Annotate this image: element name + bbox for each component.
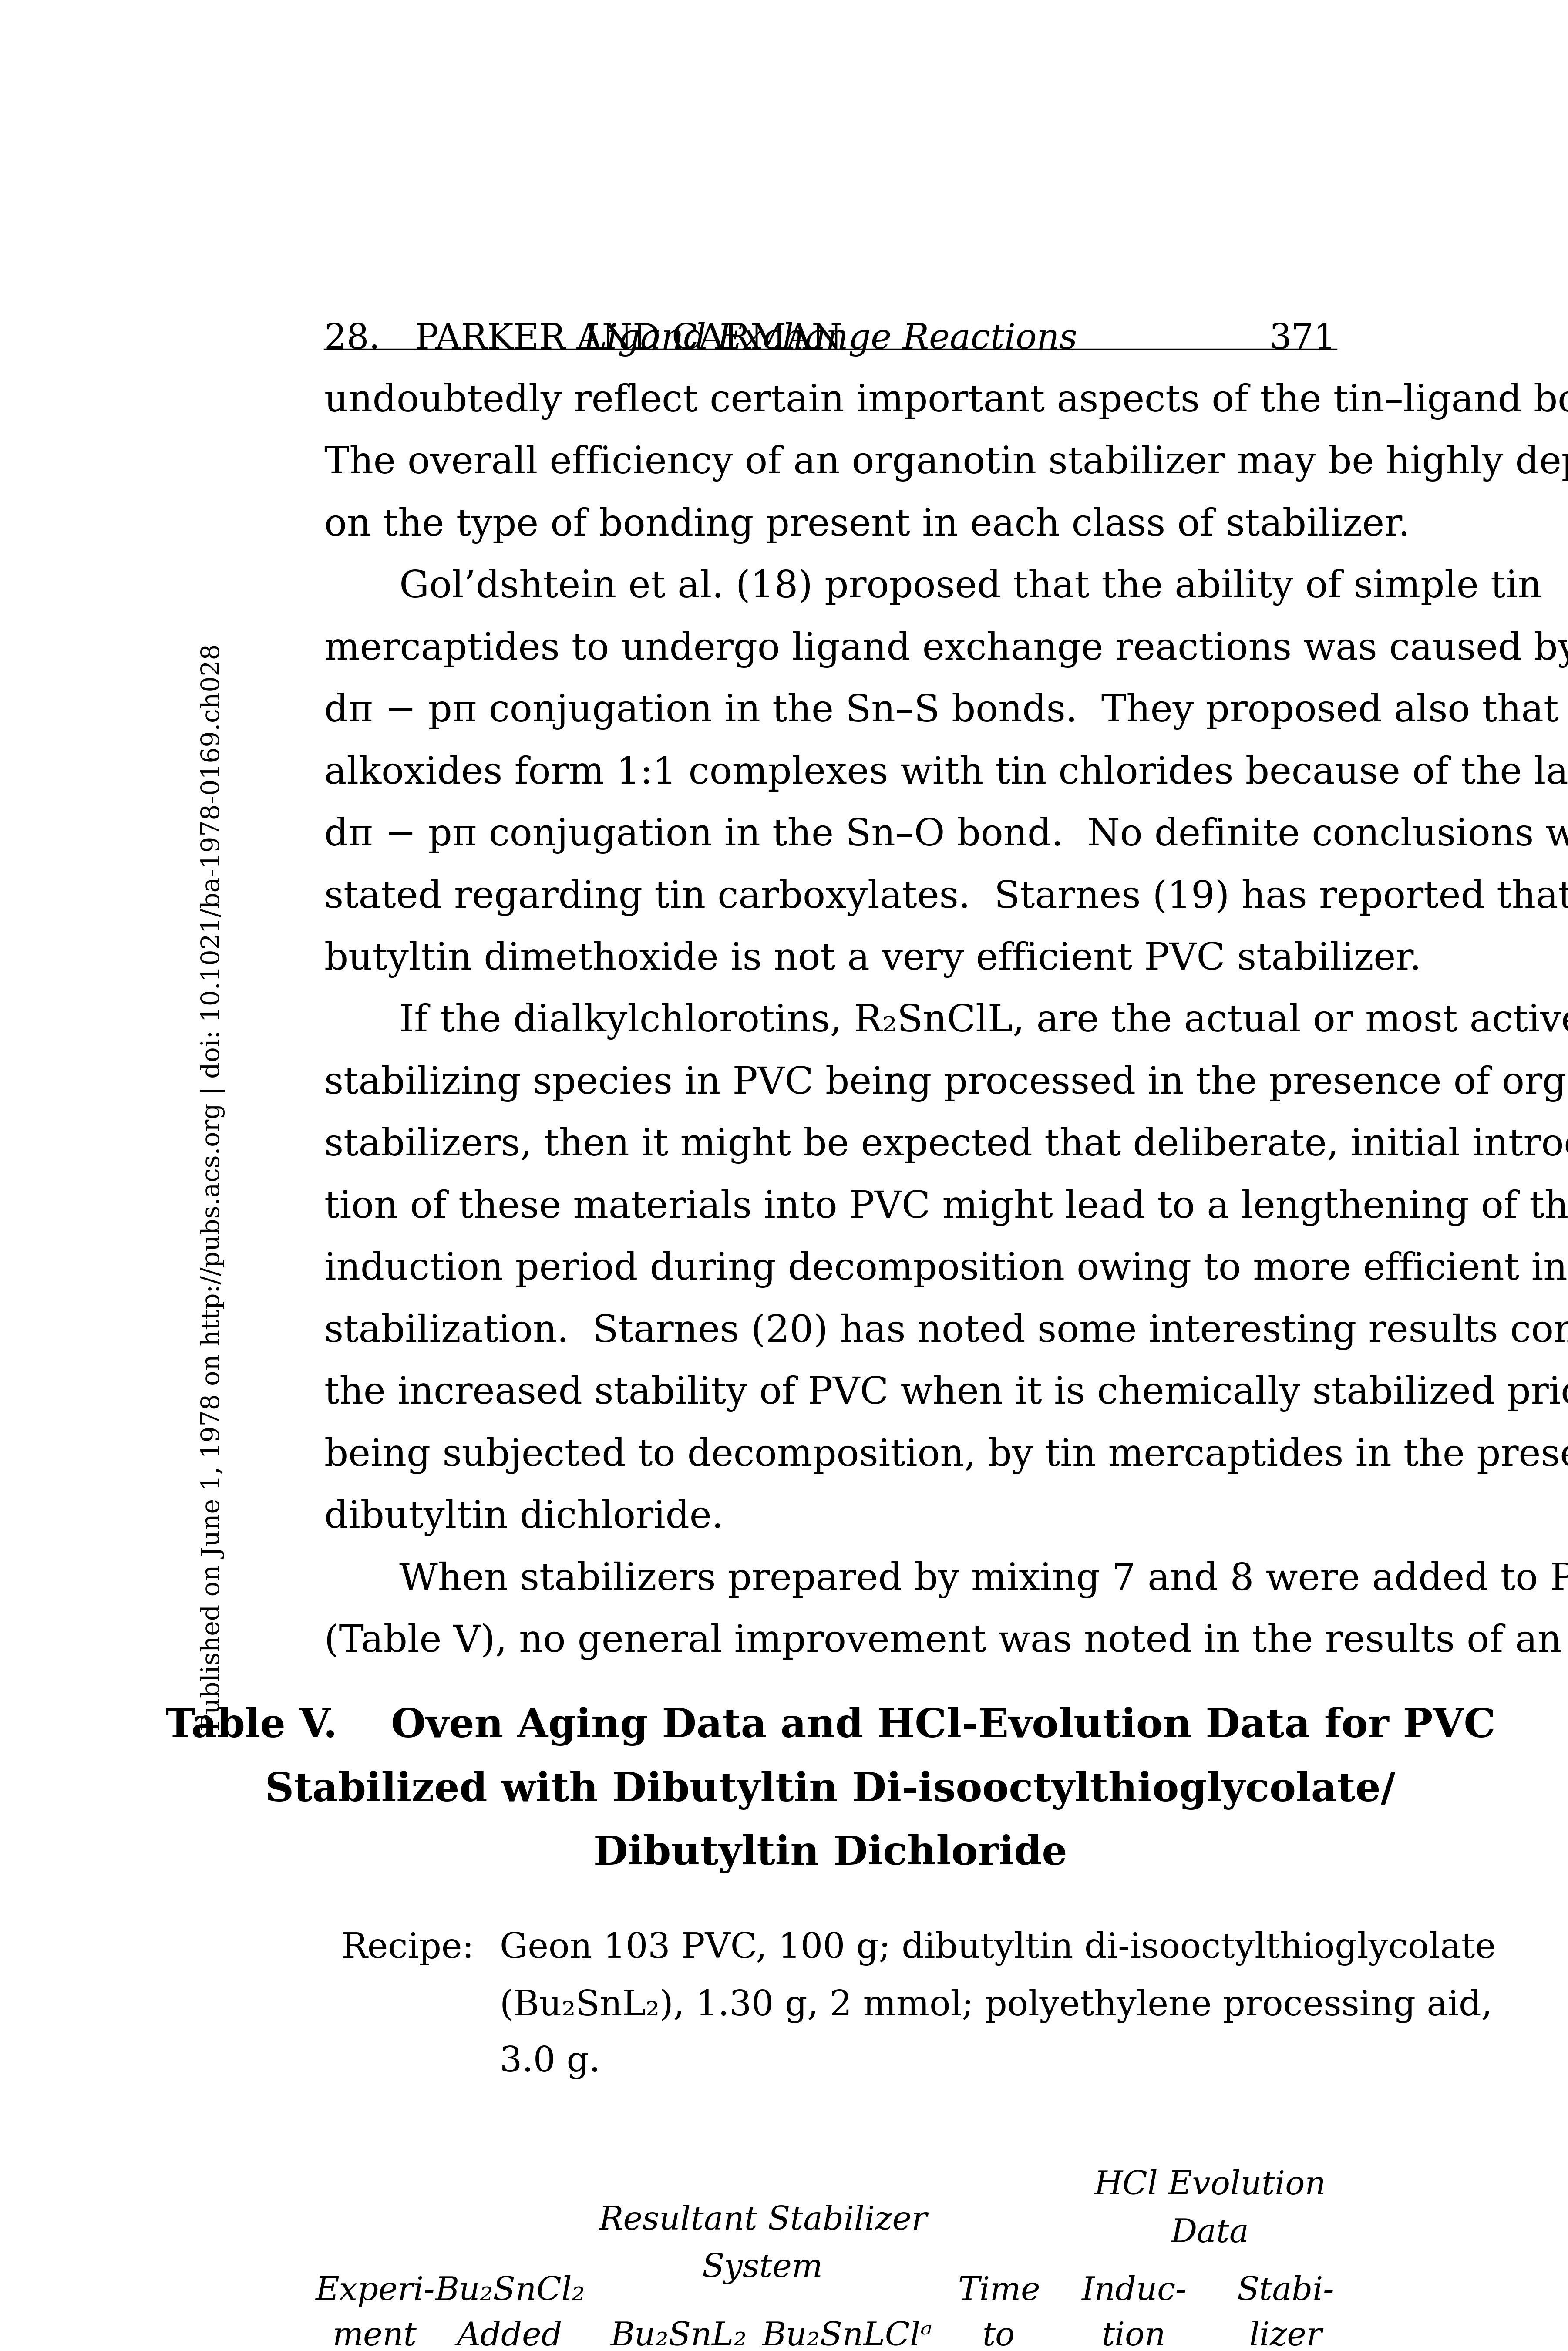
Text: 3.0 g.: 3.0 g. [500, 2045, 601, 2078]
Text: stabilization.  Starnes (20) has noted some interesting results concerning: stabilization. Starnes (20) has noted so… [325, 1312, 1568, 1349]
Text: 371: 371 [1270, 322, 1336, 357]
Text: Recipe:: Recipe: [342, 1933, 474, 1965]
Text: being subjected to decomposition, by tin mercaptides in the presence of: being subjected to decomposition, by tin… [325, 1436, 1568, 1474]
Text: tion: tion [1102, 2320, 1167, 2351]
Text: (Table V), no general improvement was noted in the results of an oven: (Table V), no general improvement was no… [325, 1622, 1568, 1660]
Text: dπ − pπ conjugation in the Sn–O bond.  No definite conclusions were: dπ − pπ conjugation in the Sn–O bond. No… [325, 816, 1568, 853]
Text: Data: Data [1171, 2217, 1250, 2250]
Text: alkoxides form 1:1 complexes with tin chlorides because of the lack of: alkoxides form 1:1 complexes with tin ch… [325, 755, 1568, 792]
Text: Published on June 1, 1978 on http://pubs.acs.org | doi: 10.1021/ba-1978-0169.ch0: Published on June 1, 1978 on http://pubs… [201, 644, 226, 1730]
Text: Stabilized with Dibutyltin Di-isooctylthioglycolate/: Stabilized with Dibutyltin Di-isooctylth… [265, 1770, 1396, 1810]
Text: induction period during decomposition owing to more efficient initial: induction period during decomposition ow… [325, 1251, 1568, 1288]
Text: undoubtedly reflect certain important aspects of the tin–ligand bonding.: undoubtedly reflect certain important as… [325, 383, 1568, 421]
Text: If the dialkylchlorotins, R₂SnClL, are the actual or most active: If the dialkylchlorotins, R₂SnClL, are t… [325, 1004, 1568, 1039]
Text: The overall efficiency of an organotin stabilizer may be highly dependent: The overall efficiency of an organotin s… [325, 444, 1568, 482]
Text: Induc-: Induc- [1082, 2276, 1187, 2306]
Text: on the type of bonding present in each class of stabilizer.: on the type of bonding present in each c… [325, 508, 1410, 543]
Text: mercaptides to undergo ligand exchange reactions was caused by: mercaptides to undergo ligand exchange r… [325, 630, 1568, 668]
Text: Time: Time [958, 2276, 1040, 2306]
Text: System: System [702, 2252, 823, 2285]
Text: the increased stability of PVC when it is chemically stabilized prior to: the increased stability of PVC when it i… [325, 1375, 1568, 1413]
Text: tion of these materials into PVC might lead to a lengthening of the: tion of these materials into PVC might l… [325, 1190, 1568, 1225]
Text: Gol’dshtein et al. (18) proposed that the ability of simple tin: Gol’dshtein et al. (18) proposed that th… [325, 569, 1541, 607]
Text: Resultant Stabilizer: Resultant Stabilizer [599, 2205, 927, 2236]
Text: 28. PARKER AND CARMAN: 28. PARKER AND CARMAN [325, 322, 842, 357]
Text: Bu₂SnLClᵃ: Bu₂SnLClᵃ [762, 2320, 933, 2351]
Text: stated regarding tin carboxylates.  Starnes (19) has reported that di-: stated regarding tin carboxylates. Starn… [325, 879, 1568, 917]
Text: Bu₂SnL₂: Bu₂SnL₂ [610, 2320, 746, 2351]
Text: HCl Evolution: HCl Evolution [1094, 2170, 1325, 2201]
Text: butyltin dimethoxide is not a very efficient PVC stabilizer.: butyltin dimethoxide is not a very effic… [325, 940, 1421, 978]
Text: dπ − pπ conjugation in the Sn–S bonds.  They proposed also that tin: dπ − pπ conjugation in the Sn–S bonds. T… [325, 694, 1568, 729]
Text: Experi-: Experi- [315, 2276, 434, 2306]
Text: Dibutyltin Dichloride: Dibutyltin Dichloride [593, 1834, 1068, 1874]
Text: ment: ment [332, 2320, 417, 2351]
Text: Bu₂SnCl₂: Bu₂SnCl₂ [434, 2276, 585, 2306]
Text: (Bu₂SnL₂), 1.30 g, 2 mmol; polyethylene processing aid,: (Bu₂SnL₂), 1.30 g, 2 mmol; polyethylene … [500, 1989, 1493, 2022]
Text: Stabi-: Stabi- [1237, 2276, 1334, 2306]
Text: dibutyltin dichloride.: dibutyltin dichloride. [325, 1500, 723, 1535]
Text: to: to [983, 2320, 1016, 2351]
Text: Table V.  Oven Aging Data and HCl-Evolution Data for PVC: Table V. Oven Aging Data and HCl-Evoluti… [165, 1707, 1496, 1747]
Text: lizer: lizer [1250, 2320, 1322, 2351]
Text: Geon 103 PVC, 100 g; dibutyltin di-isooctylthioglycolate: Geon 103 PVC, 100 g; dibutyltin di-isooc… [500, 1933, 1496, 1965]
Text: stabilizing species in PVC being processed in the presence of organotin: stabilizing species in PVC being process… [325, 1065, 1568, 1103]
Text: stabilizers, then it might be expected that deliberate, initial introduc-: stabilizers, then it might be expected t… [325, 1126, 1568, 1164]
Text: When stabilizers prepared by mixing 7 and 8 were added to PVC: When stabilizers prepared by mixing 7 an… [325, 1561, 1568, 1599]
Text: Ligand Exchange Reactions: Ligand Exchange Reactions [583, 322, 1077, 357]
Text: Added: Added [456, 2320, 563, 2351]
